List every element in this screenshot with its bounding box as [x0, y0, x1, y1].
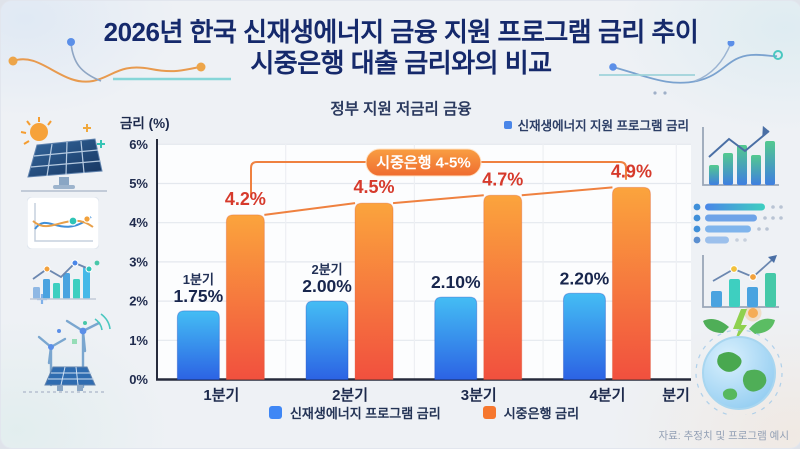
legend-label: 신재생에너지 프로그램 금리 — [289, 406, 441, 421]
growth-bar-chart-icon — [702, 125, 779, 186]
page-title-line2: 시중은행 대출 금리와의 비교 — [250, 48, 552, 78]
bar-bank-rate-4분기 — [611, 186, 651, 380]
solar-panel-sun-icon — [20, 117, 107, 192]
y-tick: 4% — [129, 215, 148, 230]
chart-legend: 신재생에너지 프로그램 금리 시중은행 금리 — [157, 403, 691, 422]
trend-line-segment — [521, 186, 613, 197]
top-right-note-label: 신재생에너지 지원 프로그램 금리 — [517, 119, 689, 133]
orange-bar-value: 4.2% — [225, 189, 266, 209]
blue-bar-sublabel: 2분기 — [311, 262, 342, 277]
wind-turbines-icon — [23, 313, 111, 393]
legend-orange-square-icon — [482, 406, 496, 419]
top-right-note: 신재생에너지 지원 프로그램 금리 — [503, 115, 689, 134]
trend-line-segment — [264, 202, 356, 216]
orange-bar-value: 4.7% — [482, 169, 523, 189]
bar-program-rate-3분기 — [434, 296, 478, 380]
orange-bar-value: 4.9% — [611, 161, 652, 181]
data-list-icon — [693, 203, 783, 244]
orange-bar-value: 4.5% — [354, 177, 395, 197]
decoration-top-right — [599, 41, 783, 95]
x-tick: 1분기 — [203, 387, 239, 404]
blue-bar-sublabel: 1분기 — [183, 272, 214, 287]
page-title-line1: 2026년 한국 신재생에너지 금융 지원 프로그램 금리 추이 — [103, 17, 699, 47]
x-axis-unit: 분기 — [662, 387, 690, 404]
bar-program-rate-2분기 — [305, 300, 349, 380]
source-note: 자료: 추정치 및 프로그램 예시 — [658, 430, 789, 442]
blue-bar-value: 1.75% — [174, 286, 224, 306]
x-tick: 3분기 — [461, 387, 497, 404]
y-tick: 3% — [129, 254, 148, 269]
blue-bar-value: 2.20% — [560, 268, 610, 288]
blue-bar-value: 2.10% — [431, 272, 481, 292]
x-tick: 2분기 — [332, 387, 368, 404]
y-axis-title: 금리 (%) — [120, 116, 170, 131]
chart-subtitle: 정부 지원 저금리 금융 — [330, 101, 472, 118]
bank-rate-badge — [365, 148, 482, 177]
bank-rate-badge-label: 시중은행 4-5% — [376, 155, 470, 172]
bar-program-rate-1분기 — [176, 310, 220, 380]
bracket-line — [250, 161, 627, 198]
y-tick: 2% — [129, 294, 148, 309]
blue-bar-value: 2.00% — [302, 276, 352, 296]
bar-bank-rate-2분기 — [354, 202, 394, 380]
decoration-top-left — [8, 38, 231, 83]
blue-square-bullet-icon — [503, 120, 512, 129]
y-tick: 1% — [129, 333, 148, 348]
trend-line-segment — [392, 194, 484, 205]
line-chart-icon — [27, 197, 99, 249]
legend-blue-square-icon — [268, 406, 282, 419]
bar-chart-arrow-icon — [702, 255, 779, 308]
y-tick: 5% — [129, 176, 148, 191]
legend-item-bank-rate: 시중은행 금리 — [482, 403, 580, 422]
legend-label: 시중은행 금리 — [503, 406, 580, 421]
y-tick: 0% — [129, 372, 148, 387]
x-tick: 4분기 — [589, 387, 625, 404]
green-earth-icon — [695, 309, 783, 415]
bar-bank-rate-3분기 — [483, 194, 523, 380]
y-tick: 6% — [129, 137, 148, 152]
bar-chart-trend-icon — [30, 259, 96, 300]
legend-item-program-rate: 신재생에너지 프로그램 금리 — [268, 403, 441, 422]
bar-program-rate-4분기 — [562, 292, 606, 380]
bar-bank-rate-1분기 — [225, 214, 265, 380]
header: 2026년 한국 신재생에너지 금융 지원 프로그램 금리 추이 시중은행 대출… — [1, 17, 800, 79]
